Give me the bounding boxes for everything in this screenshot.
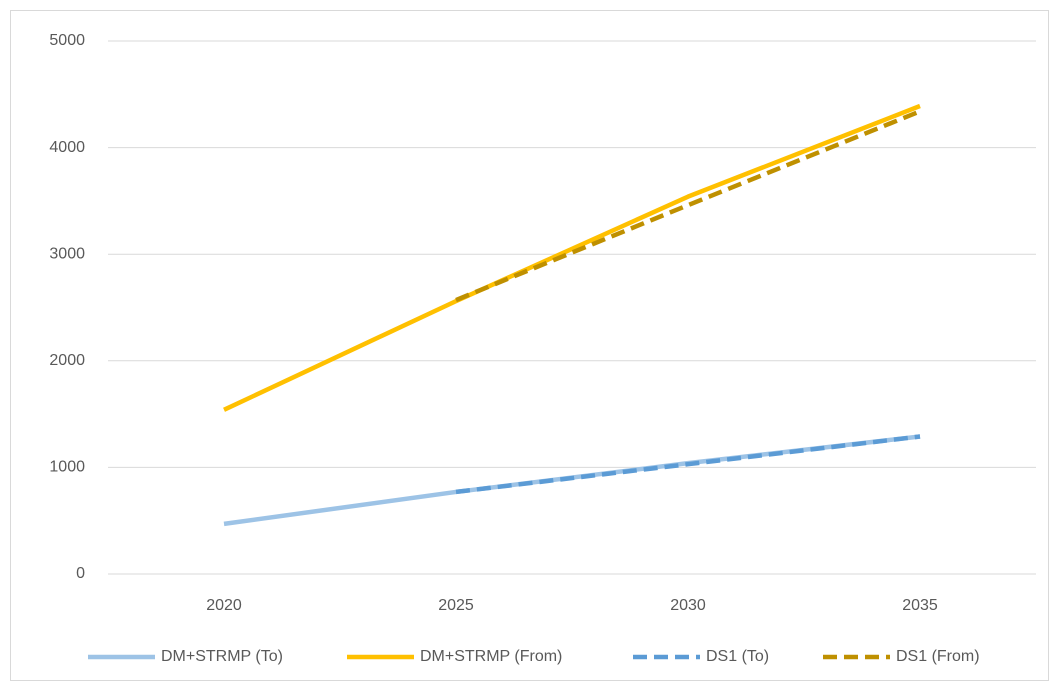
series-line	[223, 103, 921, 412]
legend-label: DS1 (From)	[896, 648, 980, 665]
y-tick-label: 4000	[49, 139, 85, 156]
y-tick-label: 3000	[49, 245, 85, 262]
x-tick-label: 2020	[206, 597, 242, 614]
chart-border	[10, 10, 1049, 681]
legend-label: DS1 (To)	[706, 648, 769, 665]
x-tick-label: 2035	[902, 597, 938, 614]
series-line	[455, 434, 921, 495]
x-tick-label: 2025	[438, 597, 474, 614]
y-tick-label: 2000	[49, 352, 85, 369]
y-tick-label: 1000	[49, 459, 85, 476]
legend-label: DM+STRMP (To)	[161, 648, 283, 665]
legend-label: DM+STRMP (From)	[420, 648, 562, 665]
y-tick-label: 0	[76, 565, 85, 582]
y-tick-label: 5000	[49, 32, 85, 49]
x-tick-label: 2030	[670, 597, 706, 614]
